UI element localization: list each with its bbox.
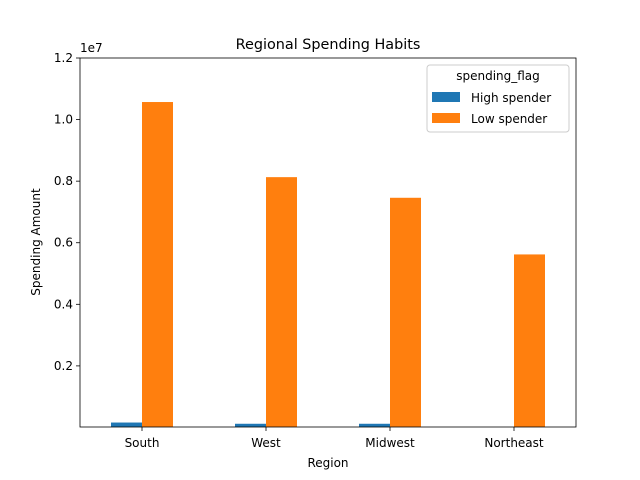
- legend-label-high-spender: High spender: [471, 91, 551, 105]
- plot-frame: [79, 57, 577, 428]
- legend-swatch-low-spender: [432, 113, 460, 123]
- y-tick-label: 1.2: [54, 51, 73, 65]
- legend-box: [426, 64, 570, 133]
- bar-low-spender-west: [266, 177, 297, 427]
- bars-group: [111, 102, 545, 428]
- legend-title: spending_flag: [456, 69, 540, 83]
- y-axis: 0.2 0.4 0.6 0.8 1.0 1.2: [54, 51, 80, 373]
- x-tick-label: Northeast: [484, 436, 544, 450]
- x-axis-label: Region: [307, 456, 348, 470]
- legend-label-low-spender: Low spender: [471, 112, 547, 126]
- y-axis-label: Spending Amount: [29, 188, 43, 296]
- x-tick-label: West: [251, 436, 281, 450]
- bar-high-spender-south: [111, 422, 142, 427]
- y-tick-label: 0.2: [54, 359, 73, 373]
- y-offset-label: 1e7: [80, 41, 103, 55]
- bar-low-spender-south: [142, 102, 173, 428]
- bar-high-spender-midwest: [359, 423, 390, 427]
- x-tick-label: South: [125, 436, 160, 450]
- y-tick-label: 0.4: [54, 297, 73, 311]
- x-tick-label: Midwest: [365, 436, 415, 450]
- x-axis: South West Midwest Northeast: [125, 427, 544, 450]
- y-tick-label: 0.8: [54, 174, 73, 188]
- bar-low-spender-northeast: [514, 254, 545, 427]
- legend: spending_flag High spender Low spender: [426, 64, 570, 133]
- legend-swatch-high-spender: [432, 92, 460, 102]
- y-tick-label: 1.0: [54, 113, 73, 127]
- bar-high-spender-west: [235, 423, 266, 427]
- bar-low-spender-midwest: [390, 197, 421, 427]
- chart-title: Regional Spending Habits: [236, 37, 421, 53]
- y-tick-label: 0.6: [54, 236, 73, 250]
